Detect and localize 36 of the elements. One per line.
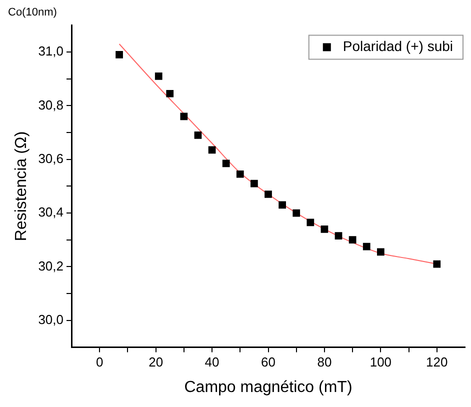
point (166, 90, 174, 98)
point (362, 242, 370, 250)
x-tick-label: 80 (317, 354, 332, 370)
point (208, 146, 216, 154)
point (250, 180, 258, 188)
x-tick-label: 120 (426, 354, 448, 370)
y-tick-label: 30,0 (38, 312, 64, 327)
x-tick-label: 60 (261, 354, 276, 370)
point (194, 132, 202, 139)
point (433, 260, 441, 268)
point (376, 248, 384, 256)
x-tick-label: 40 (204, 354, 220, 370)
point (264, 190, 272, 198)
chart-title: Co(10nm) (8, 6, 57, 19)
point (334, 232, 342, 240)
point (116, 51, 123, 58)
point (236, 170, 244, 178)
x-axis-title: Campo magnético (mT) (184, 378, 352, 396)
point (278, 201, 286, 209)
y-tick-label: 30,8 (38, 97, 64, 112)
point (222, 160, 230, 168)
x-tick-label: 0 (96, 354, 104, 370)
point (306, 218, 314, 226)
y-axis-title: Resistencia (Ω) (13, 131, 30, 242)
point (292, 209, 300, 217)
point (154, 72, 162, 80)
point (180, 112, 188, 120)
y-tick-label: 30,2 (38, 258, 64, 274)
point (348, 236, 356, 244)
y-tick-label: 30,4 (38, 204, 64, 220)
x-tick-label: 20 (148, 354, 164, 370)
point (320, 225, 328, 233)
legend-label: Polaridad (+) subi (342, 38, 454, 54)
y-tick-label: 30,6 (38, 150, 64, 166)
x-tick-label: 100 (370, 354, 392, 370)
y-tick-label: 31,0 (38, 44, 64, 59)
